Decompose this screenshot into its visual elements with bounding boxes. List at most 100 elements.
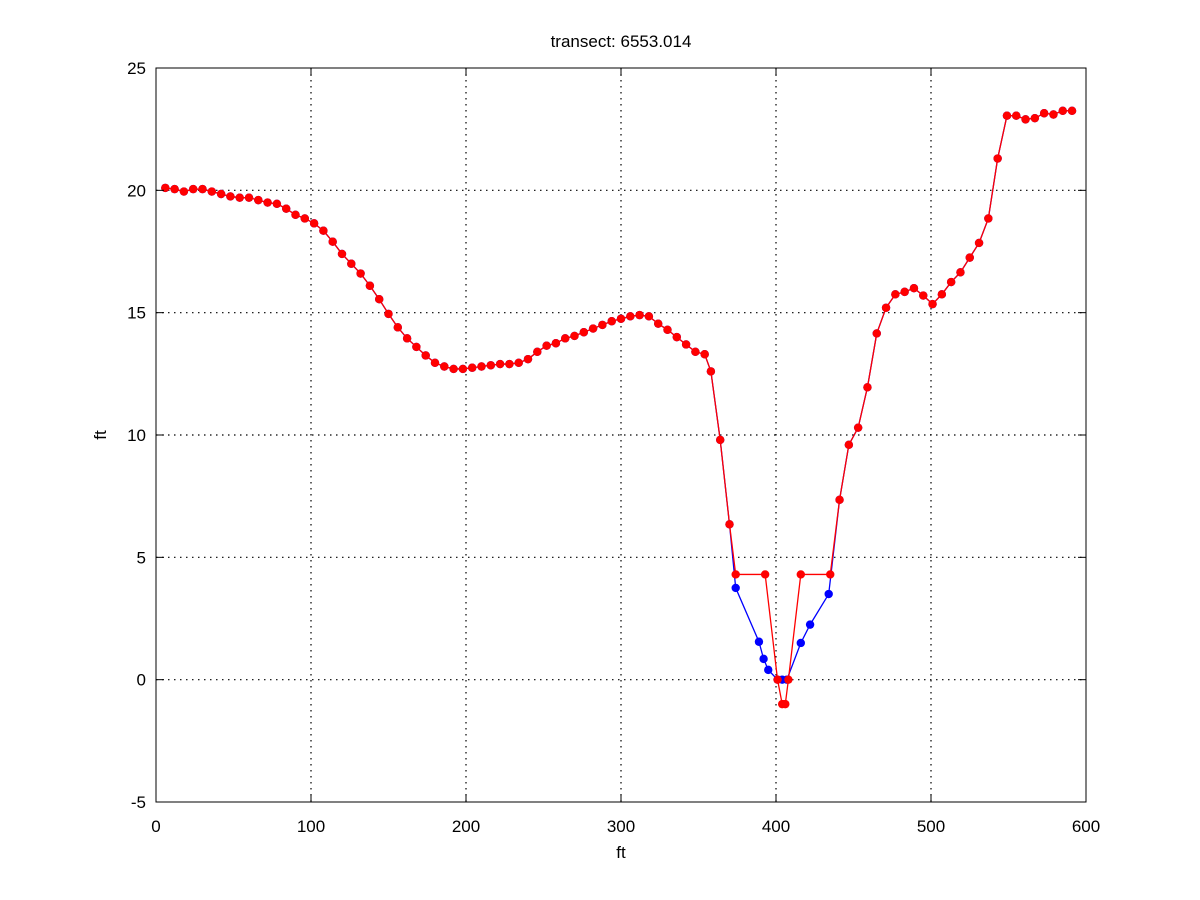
data-point [946,277,956,287]
data-point [900,287,909,297]
series-2 [161,106,1077,709]
data-point [1030,113,1040,123]
data-point [681,340,691,349]
data-point [1039,109,1049,118]
data-point [486,361,495,370]
data-point [579,328,588,337]
data-point [731,570,740,579]
y-tick-label: -5 [131,793,146,812]
data-point [542,341,551,350]
data-point [523,354,533,364]
data-point [179,187,189,196]
data-point [495,359,505,369]
data-point [731,583,740,593]
data-point [626,312,635,321]
data-point [635,310,644,320]
data-point [449,364,458,374]
data-point [468,363,477,372]
data-point [863,383,872,392]
data-point [754,637,764,646]
data-point [291,210,300,219]
ticks: 0 100 200 300 400 500 600 -5 0 5 10 15 20 25 [127,59,1100,836]
data-point [514,358,523,368]
data-point [272,199,282,208]
data-point [909,284,919,293]
data-point [759,654,768,664]
data-point [937,290,947,299]
data-point [928,299,937,309]
series-layer [161,106,1077,709]
data-point [254,195,263,205]
grid [156,68,1086,802]
data-point [706,367,716,376]
data-point [644,312,654,321]
y-tick-label: 5 [137,548,146,567]
data-point [282,204,291,213]
data-point [412,342,421,352]
data-point [356,269,365,278]
data-point [207,187,216,196]
data-point [588,324,598,333]
data-point [189,184,198,194]
data-point [235,193,244,202]
y-tick-label: 15 [127,304,146,323]
data-point [570,331,579,341]
x-tick-label: 100 [297,817,325,836]
data-point [347,259,356,268]
data-point [365,281,375,290]
data-point [654,319,663,328]
x-tick-label: 400 [762,817,790,836]
x-axis-label: ft [616,843,626,862]
data-point [974,238,984,248]
data-point [826,570,835,579]
data-point [533,347,542,357]
data-point [458,364,468,374]
data-point [872,329,881,338]
data-point [1012,111,1021,120]
data-point [300,214,309,223]
data-point [616,314,626,323]
data-point [1021,115,1030,124]
data-point [561,334,570,343]
y-tick-label: 25 [127,59,146,78]
data-point [672,332,681,342]
y-tick-label: 0 [137,671,146,690]
data-point [805,620,815,629]
data-point [784,675,793,684]
data-point [551,339,561,348]
data-point [319,226,328,235]
data-point [716,435,725,445]
data-point [781,699,790,709]
data-point [337,249,347,259]
x-tick-label: 300 [607,817,635,836]
data-point [430,358,440,368]
data-point [1049,110,1058,119]
data-point [393,323,402,332]
y-tick-label: 20 [127,181,146,200]
data-point [328,237,337,246]
y-tick-label: 10 [127,426,146,445]
data-point [440,362,449,371]
data-point [965,253,974,262]
data-point [1067,106,1077,116]
data-point [700,350,709,359]
chart-title: transect: 6553.014 [551,32,692,51]
data-point [170,184,179,194]
data-point [505,359,514,369]
data-point [402,334,412,343]
data-point [853,423,863,432]
data-point [1002,111,1012,120]
data-point [263,198,272,207]
data-point [1058,106,1067,116]
data-point [216,189,226,199]
data-point [375,295,384,304]
data-point [796,570,805,579]
data-point [477,362,486,371]
data-point [309,219,319,228]
data-point [919,291,928,300]
data-point [198,184,207,194]
data-point [725,520,734,529]
data-point [796,638,805,648]
x-tick-label: 600 [1072,817,1100,836]
